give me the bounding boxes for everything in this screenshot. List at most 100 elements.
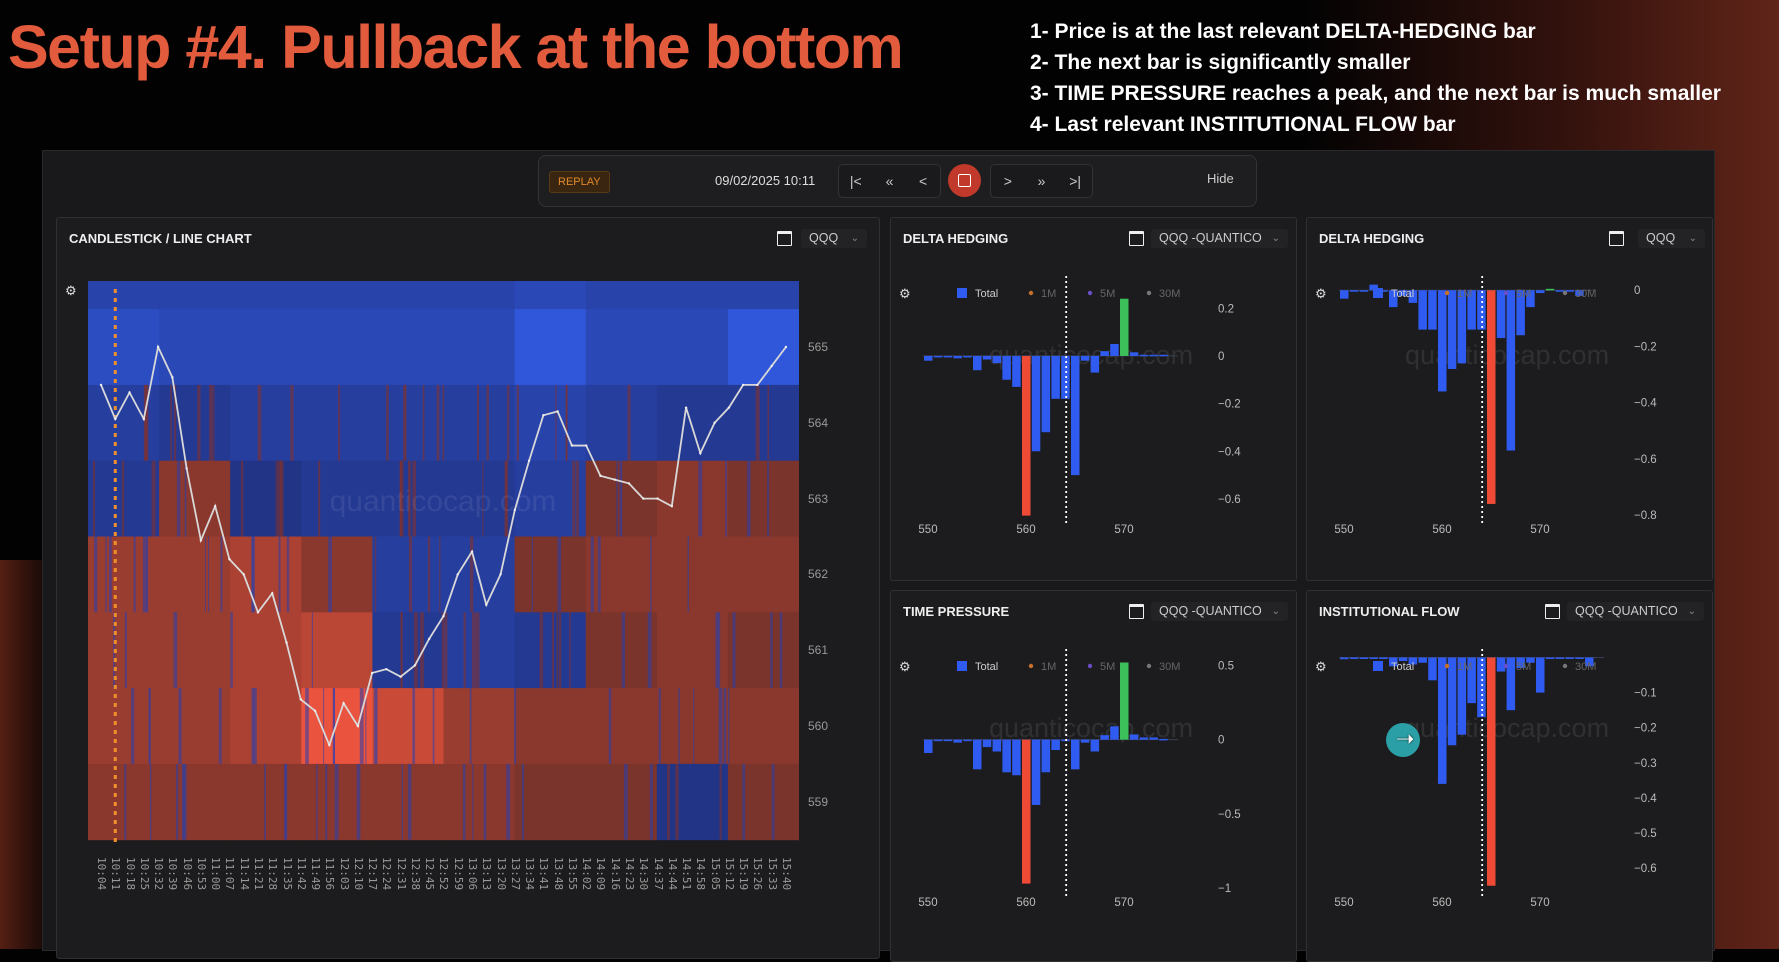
bar-567 bbox=[1506, 290, 1516, 451]
heat-stripe bbox=[717, 612, 721, 689]
window-icon[interactable] bbox=[1545, 604, 1560, 619]
fast-forward-button[interactable]: » bbox=[1037, 173, 1046, 189]
symbol-value: QQQ -QUANTICO bbox=[1159, 604, 1262, 618]
heat-stripe bbox=[619, 460, 623, 537]
replay-datetime[interactable]: 09/02/2025 10:11 bbox=[715, 173, 816, 188]
legend-item[interactable]: Total bbox=[1391, 661, 1414, 673]
heat-stripe bbox=[170, 384, 172, 461]
heatmap-price-chart[interactable]: quanticocap.com bbox=[88, 281, 799, 846]
settings-gear-icon[interactable]: ⚙ bbox=[899, 286, 911, 301]
heat-stripe bbox=[257, 384, 262, 461]
settings-gear-icon[interactable]: ⚙ bbox=[65, 283, 77, 298]
symbol-value: QQQ -QUANTICO bbox=[1575, 604, 1678, 618]
legend-item[interactable]: 30M bbox=[1159, 288, 1180, 300]
heat-cell bbox=[656, 688, 729, 765]
y-tick-label: −0.5 bbox=[1218, 809, 1241, 821]
bar-chart[interactable]: quanticocap.com Total 1M 5M 30M −0.1 −0.2 −0.3 −… bbox=[1307, 641, 1712, 941]
heat-stripe bbox=[715, 612, 719, 689]
y-tick-label: 565 bbox=[808, 340, 829, 354]
heat-stripe bbox=[149, 688, 151, 764]
heat-stripe bbox=[742, 763, 746, 840]
heat-cell bbox=[443, 309, 516, 386]
price-point bbox=[156, 345, 160, 349]
forward-controls: > » >| bbox=[990, 164, 1093, 198]
chevron-down-icon: ⌄ bbox=[1687, 606, 1696, 617]
skip-to-start-button[interactable]: |< bbox=[849, 173, 862, 189]
heat-stripe bbox=[92, 460, 96, 537]
heat-stripe bbox=[277, 460, 282, 537]
legend-item[interactable]: Total bbox=[1391, 288, 1414, 300]
bar-chart[interactable]: quanticocap.com Total 1M 5M 30M 0.5 0 −0.5 −1 550… bbox=[891, 641, 1296, 941]
heat-cell bbox=[727, 536, 799, 613]
legend-item[interactable]: 1M bbox=[1041, 288, 1056, 300]
hide-button[interactable]: Hide bbox=[1207, 171, 1234, 186]
step-back-button[interactable]: < bbox=[919, 173, 928, 189]
heat-cell bbox=[514, 281, 587, 310]
bar-568 bbox=[1100, 351, 1109, 356]
skip-to-end-button[interactable]: >| bbox=[1069, 173, 1082, 189]
heat-stripe bbox=[575, 460, 579, 537]
heat-stripe bbox=[121, 460, 125, 537]
bar-chart[interactable]: quanticocap.comTotal1M5M30M0−0.2−0.4−0.6… bbox=[1307, 268, 1712, 568]
heat-stripe bbox=[374, 536, 377, 613]
heat-stripe bbox=[569, 612, 571, 689]
price-point bbox=[185, 467, 188, 470]
watermark: quanticocap.com bbox=[330, 485, 557, 518]
heat-cell bbox=[727, 612, 799, 689]
stop-button[interactable] bbox=[948, 164, 981, 197]
settings-gear-icon[interactable]: ⚙ bbox=[899, 659, 911, 674]
legend-item[interactable]: 5M bbox=[1100, 288, 1115, 300]
bar-559 bbox=[1428, 290, 1437, 330]
bar-570 bbox=[1536, 657, 1545, 693]
legend-item[interactable]: 1M bbox=[1457, 661, 1472, 673]
heat-stripe bbox=[565, 384, 568, 461]
legend-item[interactable]: 30M bbox=[1575, 288, 1596, 300]
heat-stripe bbox=[365, 688, 367, 764]
price-point bbox=[171, 376, 174, 379]
fast-rewind-button[interactable]: « bbox=[885, 173, 894, 189]
legend-item[interactable]: Total bbox=[975, 288, 998, 300]
heat-stripe bbox=[173, 384, 177, 461]
window-icon[interactable] bbox=[1129, 231, 1144, 246]
y-tick-label: 0.2 bbox=[1218, 303, 1234, 315]
symbol-dropdown[interactable]: QQQ -QUANTICO ⌄ bbox=[1151, 229, 1288, 248]
bar-559 bbox=[1012, 355, 1021, 387]
price-point bbox=[613, 478, 616, 481]
heat-stripe bbox=[213, 384, 215, 461]
heat-stripe bbox=[623, 763, 628, 840]
symbol-dropdown[interactable]: QQQ ⌄ bbox=[1638, 229, 1705, 248]
x-tick-label: 13:48 bbox=[551, 857, 565, 891]
symbol-dropdown[interactable]: QQQ -QUANTICO ⌄ bbox=[1567, 602, 1704, 621]
step-forward-button[interactable]: > bbox=[1003, 173, 1012, 189]
symbol-dropdown[interactable]: QQQ -QUANTICO ⌄ bbox=[1151, 602, 1288, 621]
bar-571 bbox=[1129, 352, 1139, 356]
heat-stripe bbox=[305, 688, 309, 764]
y-tick-label: −0.6 bbox=[1634, 863, 1657, 875]
heat-stripe bbox=[436, 384, 440, 461]
legend-item[interactable]: Total bbox=[975, 661, 998, 673]
heat-cell bbox=[230, 460, 302, 537]
legend-item[interactable]: 1M bbox=[1041, 661, 1056, 673]
legend-item[interactable]: 5M bbox=[1100, 661, 1115, 673]
x-tick-label: 13:34 bbox=[523, 857, 537, 891]
bar-556 bbox=[982, 355, 992, 360]
legend-item[interactable]: 1M bbox=[1457, 288, 1472, 300]
x-tick-label: 10:32 bbox=[152, 857, 166, 891]
legend-item[interactable]: 5M bbox=[1516, 288, 1531, 300]
heat-stripe bbox=[328, 536, 332, 613]
settings-gear-icon[interactable]: ⚙ bbox=[1315, 659, 1327, 674]
heat-stripe bbox=[555, 384, 557, 461]
symbol-dropdown[interactable]: QQQ ⌄ bbox=[801, 229, 867, 248]
settings-gear-icon[interactable]: ⚙ bbox=[1315, 286, 1327, 301]
x-tick-label: 13:27 bbox=[508, 857, 522, 891]
legend-item[interactable]: 30M bbox=[1575, 661, 1596, 673]
y-tick-label: −0.3 bbox=[1634, 758, 1657, 770]
window-icon[interactable] bbox=[1609, 231, 1624, 246]
price-point bbox=[627, 482, 631, 485]
legend-item[interactable]: 5M bbox=[1516, 661, 1531, 673]
window-icon[interactable] bbox=[1129, 604, 1144, 619]
window-icon[interactable] bbox=[777, 231, 792, 246]
bar-554 bbox=[1379, 290, 1388, 292]
legend-item[interactable]: 30M bbox=[1159, 661, 1180, 673]
